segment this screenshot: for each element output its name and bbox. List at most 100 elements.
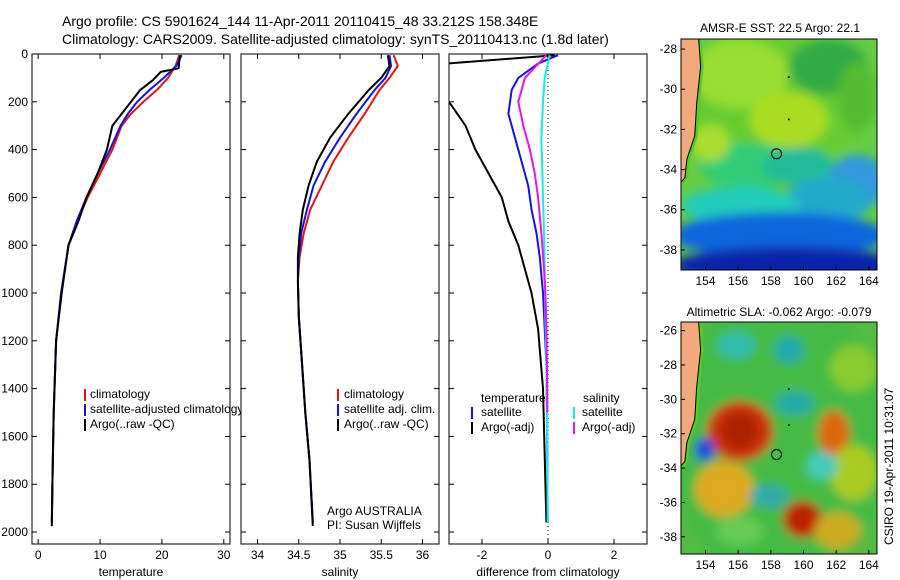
field-patch [690,124,731,162]
legend-entry: Argo(-adj) [582,420,635,434]
x-tick-label: 35 [333,548,347,562]
island-marker [787,388,790,391]
series-line-salinity-argo-adj- [517,54,549,413]
y-tick-label: 600 [8,190,28,204]
y-tick-label: -32 [660,427,678,441]
x-tick-label: 34.5 [287,548,311,562]
argo-position-marker [771,148,783,160]
y-tick-label: -36 [660,203,678,217]
sst-map-title: AMSR-E SST: 22.5 Argo: 22.1 [700,21,860,35]
field-patch [837,62,877,132]
map-field [681,39,877,270]
island-marker [787,424,790,427]
y-tick-label: 1000 [1,286,28,300]
legend-heading-temperature: temperature [481,391,546,405]
legend-heading-salinity: salinity [583,391,620,405]
y-tick-label: 200 [8,95,28,109]
y-tick-label: -30 [660,392,678,406]
legend-entry: satellite adj. clim. [344,402,435,416]
y-tick-label: 0 [21,47,28,61]
x-axis-label: temperature [99,565,164,579]
legend-entry: satellite [481,405,522,419]
land-australia [681,322,702,467]
x-tick-label: 30 [217,548,231,562]
legend-entry: Argo(..raw -QC) [90,417,175,431]
x-tick-label: 158 [761,558,781,572]
series-group [449,54,559,523]
profile-annotation: Argo AUSTRALIA [327,504,422,518]
figure-title-line2: Climatology: CARS2009. Satellite-adjuste… [62,31,609,47]
x-tick-label: 154 [695,558,715,572]
credit-stamp: CSIRO 19-Apr-2011 10:31:07 [882,387,896,545]
series-line-temperature-argo-adj- [449,54,555,523]
x-tick-label: 164 [859,558,879,572]
x-tick-label: 154 [695,274,715,288]
legend-entry: climatology [344,387,404,401]
field-patch [694,438,715,462]
field-patch [716,516,764,545]
field-patch [814,512,862,550]
y-tick-label: -38 [660,530,678,544]
field-patch [716,331,756,360]
field-patch [806,451,838,480]
field-patch [694,461,754,517]
field-patch [681,246,877,270]
y-tick-label: 1600 [1,429,28,443]
x-tick-label: 35.5 [370,548,394,562]
x-tick-label: 162 [826,558,846,572]
x-tick-label: 160 [793,558,813,572]
x-axis-label: salinity [322,565,359,579]
y-tick-label: 1800 [1,477,28,491]
series-line-argo-raw-qc- [296,55,391,527]
field-patch [690,39,789,109]
x-tick-label: 156 [728,274,748,288]
y-tick-label: -34 [660,461,678,475]
legend-entry: climatology [90,387,150,401]
x-tick-label: 34 [251,548,265,562]
sst-map: 154 156 158 160 162 164 -28 -30 -32 -34 -36 -38 [660,38,879,288]
field-patch [784,177,872,224]
field-patch [681,212,877,259]
legend-entry: satellite [582,405,623,419]
y-tick-label: 400 [8,143,28,157]
legend-entry: satellite-adjusted climatology [90,402,243,416]
difference-profile-panel: -2 0 2 difference from climatology temperatu… [448,53,648,579]
field-patch [775,391,815,415]
y-tick-label: -30 [660,82,678,96]
y-tick-label: 1200 [1,334,28,348]
x-tick-label: 162 [826,274,846,288]
temperature-profile-panel: 0 10 20 30 0 200 400 600 800 1000 1200 1400 1600 1800… [1,47,243,579]
x-tick-label: 156 [728,558,748,572]
y-tick-label: -38 [660,243,678,257]
field-patch [722,412,758,450]
sla-map: 154 156 158 160 162 164 -26 -28 -30 -32 -34 -36 -38 [660,321,879,572]
y-tick-label: -26 [660,324,678,338]
field-patch [749,484,789,508]
x-tick-label: 0 [545,548,552,562]
field-patch [829,345,877,392]
map-blobs [681,39,877,270]
y-tick-label: 2000 [1,525,28,539]
series-group [296,54,399,527]
field-patch [773,335,805,364]
field-patch [818,410,850,457]
plot-frame [240,53,440,545]
x-tick-label: 158 [761,274,781,288]
sla-map-title: Altimetric SLA: -0.062 Argo: -0.079 [687,305,872,319]
x-tick-label: 10 [93,548,107,562]
y-tick-label: -34 [660,163,678,177]
x-tick-label: -2 [477,548,488,562]
series-group [50,54,183,527]
y-tick-label: 800 [8,238,28,252]
series-line-argo-raw-qc- [50,55,181,527]
land-australia [681,39,702,183]
legend-entry: Argo(..raw -QC) [344,417,429,431]
field-patch [782,500,823,538]
argo-position-marker [771,449,783,461]
plot-frame [31,53,231,545]
legend-entry: Argo(-adj) [481,420,534,434]
y-tick-label: -36 [660,495,678,509]
map-blobs [681,322,877,554]
island-marker [787,76,790,79]
